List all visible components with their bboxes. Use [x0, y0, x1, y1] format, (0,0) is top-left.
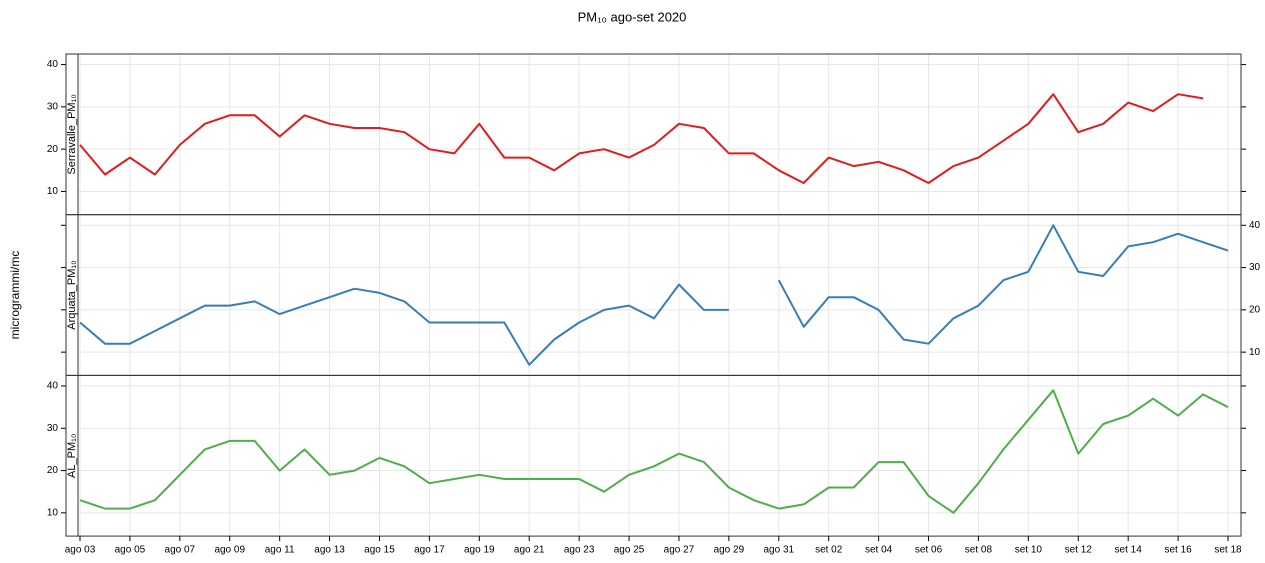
data-line — [777, 224, 1229, 345]
x-tick-label: ago 05 — [115, 545, 146, 556]
x-tick-label: ago 25 — [614, 545, 645, 556]
y-tick-label: 30 — [47, 102, 59, 113]
strip-label: Serravalle_PM₁₀ — [66, 94, 78, 174]
y-tick-label: 10 — [1249, 347, 1261, 358]
x-tick-label: set 04 — [865, 545, 893, 556]
y-tick-label: 40 — [47, 59, 59, 70]
x-tick-label: ago 13 — [314, 545, 345, 556]
x-tick-label: ago 23 — [564, 545, 595, 556]
x-tick-label: ago 17 — [414, 545, 445, 556]
data-line — [79, 389, 1229, 514]
x-tick-label: ago 19 — [464, 545, 495, 556]
y-tick-label: 30 — [47, 423, 59, 434]
x-tick-label: ago 21 — [514, 545, 545, 556]
y-tick-label: 20 — [47, 465, 59, 476]
y-tick-label: 20 — [47, 144, 59, 155]
y-tick-label: 20 — [1249, 304, 1261, 315]
x-tick-label: ago 27 — [664, 545, 695, 556]
x-tick-label: set 08 — [965, 545, 993, 556]
y-tick-label: 40 — [47, 381, 59, 392]
x-tick-label: ago 09 — [214, 545, 245, 556]
x-tick-label: set 02 — [815, 545, 843, 556]
x-tick-label: set 06 — [915, 545, 943, 556]
panel-border — [65, 374, 1242, 537]
x-tick-label: ago 03 — [65, 545, 96, 556]
y-tick-label: 40 — [1249, 220, 1261, 231]
y-tick-label: 10 — [47, 507, 59, 518]
x-tick-label: ago 07 — [165, 545, 196, 556]
data-line — [79, 93, 1204, 184]
x-tick-label: set 16 — [1164, 545, 1192, 556]
x-tick-label: set 12 — [1065, 545, 1093, 556]
x-tick-label: set 18 — [1214, 545, 1242, 556]
chart-title: PM₁₀ ago-set 2020 — [578, 9, 687, 24]
x-tick-label: ago 31 — [763, 545, 794, 556]
x-tick-label: ago 29 — [714, 545, 745, 556]
strip-label: AL_PM₁₀ — [66, 434, 78, 478]
y-tick-label: 30 — [1249, 262, 1261, 273]
x-tick-label: set 14 — [1115, 545, 1143, 556]
x-tick-label: ago 15 — [364, 545, 395, 556]
strip-label: Arquata_PM₁₀ — [66, 260, 78, 329]
data-line — [79, 283, 729, 366]
y-axis-title: microgrammi/mc — [8, 251, 22, 340]
x-tick-label: set 10 — [1015, 545, 1043, 556]
y-tick-label: 10 — [47, 186, 59, 197]
x-tick-label: ago 11 — [265, 545, 295, 556]
